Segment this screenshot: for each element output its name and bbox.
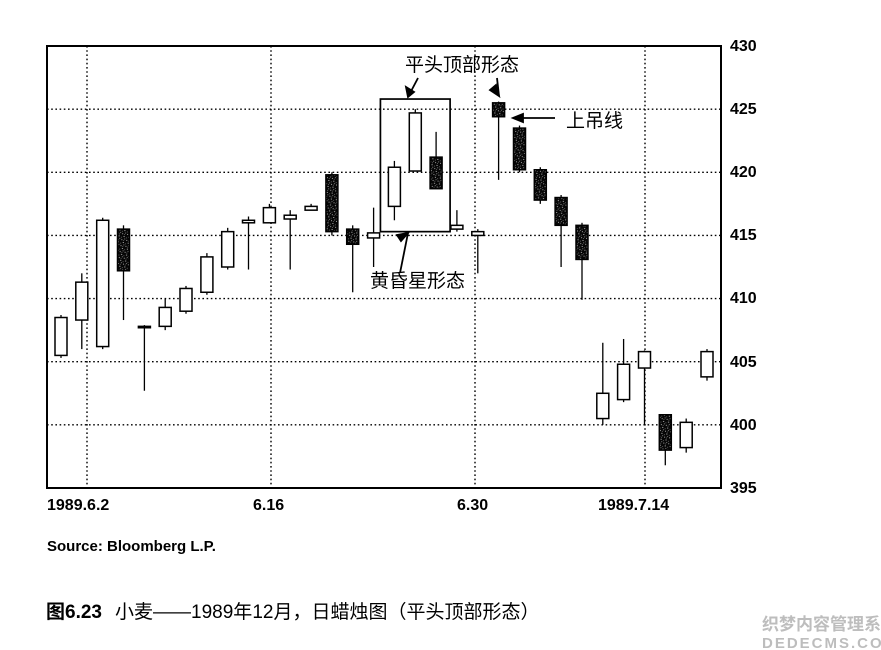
svg-text:黄昏星形态: 黄昏星形态	[370, 270, 465, 292]
svg-text:织梦内容管理系统: 织梦内容管理系统	[762, 614, 881, 634]
svg-text:420: 420	[730, 164, 757, 181]
svg-text:6.30: 6.30	[457, 497, 488, 514]
svg-text:上吊线: 上吊线	[566, 110, 623, 132]
svg-text:400: 400	[730, 417, 757, 434]
svg-text:430: 430	[730, 38, 757, 55]
svg-text:小麦——1989年12月，日蜡烛图（平头顶部形态）: 小麦——1989年12月，日蜡烛图（平头顶部形态）	[115, 601, 539, 623]
svg-text:平头顶部形态: 平头顶部形态	[405, 54, 519, 76]
svg-text:Source: Bloomberg L.P.: Source: Bloomberg L.P.	[47, 538, 216, 555]
svg-text:415: 415	[730, 227, 757, 244]
svg-text:405: 405	[730, 354, 757, 371]
svg-text:1989.7.14: 1989.7.14	[598, 497, 669, 514]
svg-text:6.16: 6.16	[253, 497, 284, 514]
svg-text:1989.6.2: 1989.6.2	[47, 497, 109, 514]
svg-text:DEDECMS.COM: DEDECMS.COM	[762, 635, 881, 650]
svg-text:395: 395	[730, 480, 757, 497]
svg-text:425: 425	[730, 101, 757, 118]
svg-text:图6.23: 图6.23	[46, 601, 102, 623]
svg-text:410: 410	[730, 290, 757, 307]
